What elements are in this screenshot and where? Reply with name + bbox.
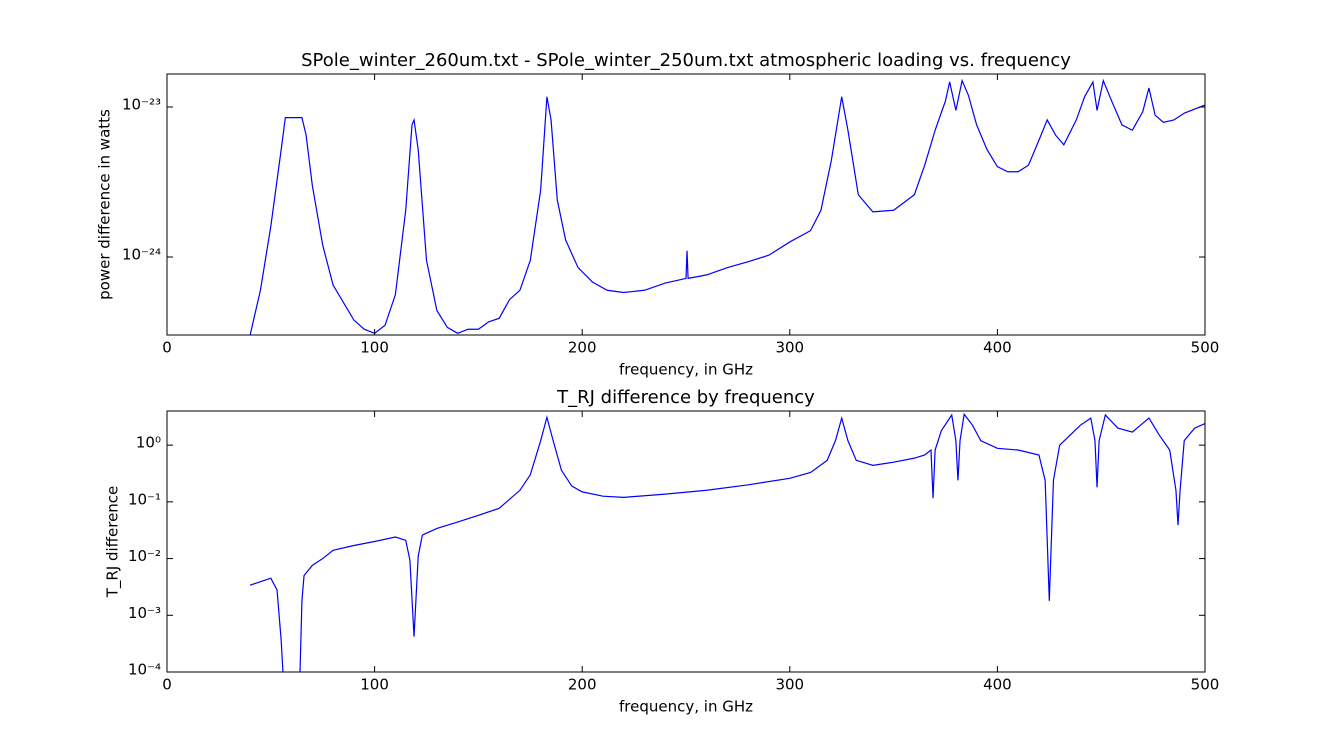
y-tick-label: 10⁻¹ <box>128 490 161 508</box>
x-tick-label: 400 <box>983 676 1012 694</box>
axes-frame <box>166 73 1206 336</box>
x-tick-label: 0 <box>162 676 172 694</box>
x-tick-label: 100 <box>360 339 389 357</box>
y-tick-label: 10⁻⁴ <box>128 661 161 679</box>
data-line <box>249 78 1205 335</box>
y-tick-label: 10⁻²³ <box>122 96 161 114</box>
x-tick-label: 400 <box>983 339 1012 357</box>
x-tick-label: 300 <box>775 339 804 357</box>
chart-title: T_RJ difference by frequency <box>556 387 815 408</box>
x-axis-label: frequency, in GHz <box>619 361 753 379</box>
axes-frame <box>166 410 1206 673</box>
chart-title: SPole_winter_260um.txt - SPole_winter_25… <box>301 50 1071 71</box>
y-tick-label: 10⁰ <box>136 434 161 452</box>
data-line <box>249 412 1205 672</box>
y-tick-label: 10⁻²⁴ <box>122 246 161 264</box>
x-tick-label: 200 <box>568 339 597 357</box>
y-tick-label: 10⁻³ <box>128 604 161 622</box>
x-tick-label: 300 <box>775 676 804 694</box>
y-axis-label: power difference in watts <box>96 109 114 300</box>
x-tick-label: 100 <box>360 676 389 694</box>
y-tick-label: 10⁻² <box>128 547 161 565</box>
y-axis-label: T_RJ difference <box>104 486 123 599</box>
x-tick-label: 200 <box>568 676 597 694</box>
x-tick-label: 500 <box>1191 339 1220 357</box>
x-axis-label: frequency, in GHz <box>619 698 753 716</box>
x-tick-label: 500 <box>1191 676 1220 694</box>
x-tick-label: 0 <box>162 339 172 357</box>
